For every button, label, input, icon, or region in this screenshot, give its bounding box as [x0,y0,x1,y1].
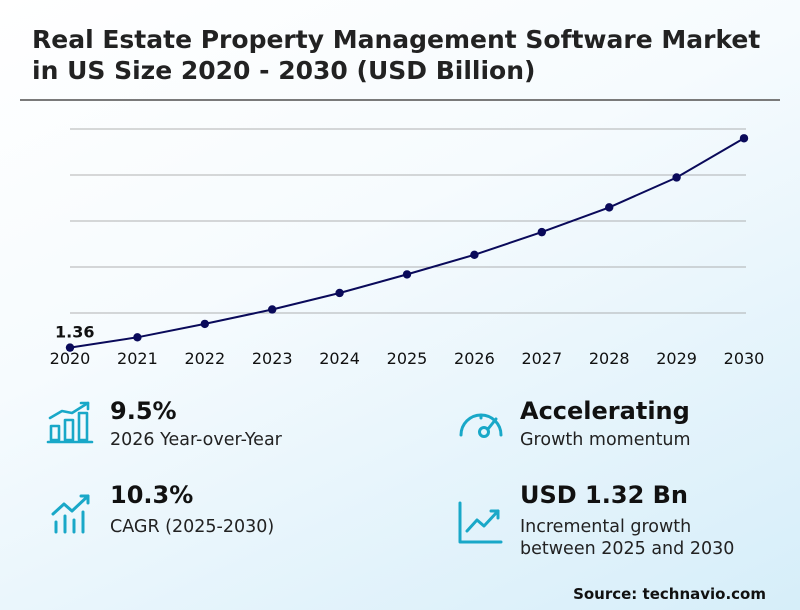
x-tick-label: 2020 [50,349,91,368]
x-tick-label: 2024 [319,349,360,368]
title-divider [20,99,780,101]
data-point [470,250,479,260]
stat-label: Incremental growth [520,517,692,537]
x-tick-label: 2030 [724,349,765,368]
x-tick-label: 2026 [454,349,495,368]
stat-value: Accelerating [520,397,690,425]
data-point [133,333,142,342]
stat-value: 10.3% [110,481,194,509]
trend-bars-icon [51,494,90,534]
x-tick-labels: 2020 2021 2022 2023 2024 2025 2026 2027 2028 2029… [50,349,765,368]
stat-value: USD 1.32 Bn [520,481,688,509]
x-tick-label: 2025 [387,349,428,368]
source-credit: Source: technavio.com [573,585,766,603]
line-chart-icon [458,501,503,544]
x-tick-label: 2022 [184,349,225,368]
x-tick-label: 2027 [521,349,562,368]
data-point [268,305,277,314]
gridlines [70,128,746,314]
data-point [335,288,344,298]
stat-label: 2026 Year-over-Year [110,430,282,450]
stat-value: 9.5% [110,397,177,425]
data-point [537,227,546,237]
speedometer-icon [459,413,503,438]
x-tick-label: 2023 [252,349,293,368]
data-point [739,134,749,143]
x-tick-label: 2028 [589,349,630,368]
data-point [605,203,614,212]
bar-growth-icon [46,401,94,444]
stat-label: CAGR (2025-2030) [110,517,275,537]
data-point [65,343,75,352]
stat-label-line2: between 2025 and 2030 [520,539,735,559]
chart-title: Real Estate Property Management Software… [32,25,761,85]
stat-label: Growth momentum [520,430,691,450]
data-labels: 1.36 [55,323,94,342]
x-tick-label: 2021 [117,349,158,368]
data-label: 1.36 [55,323,94,342]
data-point [200,319,209,329]
data-point [672,173,681,182]
data-points [65,134,749,352]
data-point [402,270,412,279]
line-chart: 2020 2021 2022 2023 2024 2025 2026 2027 2028 2029… [50,128,765,368]
series-line [69,137,745,349]
x-tick-label: 2029 [656,349,697,368]
